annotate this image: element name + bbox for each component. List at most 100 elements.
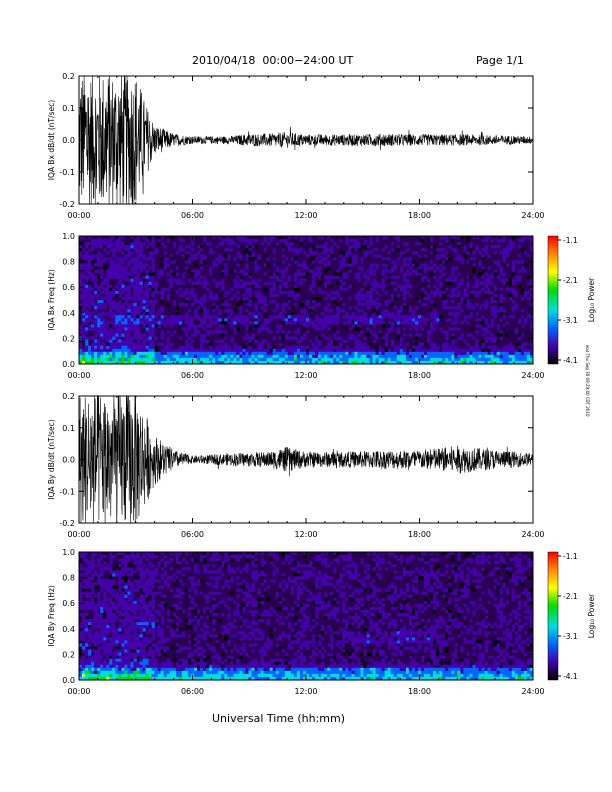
spectrogram-cell [200,658,204,662]
spectrogram-cell [457,272,461,276]
spectrogram-cell [142,351,146,356]
spectrogram-cell [100,619,104,623]
spectrogram-cell [100,269,104,273]
spectrogram-cell [191,303,195,307]
spectrogram-cell [203,664,207,669]
spectrogram-cell [133,330,137,334]
spectrogram-cell [145,315,149,319]
spectrogram-cell [88,567,92,571]
spectrogram-cell [469,345,473,349]
spectrogram-cell [430,290,434,295]
spectrogram-cell [145,673,149,678]
spectrogram-cell [118,613,122,617]
spectrogram-cell [109,348,113,353]
spectrogram-cell [372,361,376,365]
spectrogram-cell [306,348,310,353]
spectrogram-cell [203,297,207,301]
spectrogram-cell [166,239,171,243]
spectrogram-cell [118,303,122,307]
spectrogram-cell [109,345,113,349]
spectrogram-cell [206,582,210,586]
spectrogram-cell [496,309,500,313]
spectrogram-cell [145,622,149,626]
spectrogram-cell [239,664,243,669]
spectrogram-cell [296,327,301,331]
spectrogram-cell [402,272,407,276]
spectrogram-cell [221,643,225,647]
spectrogram-cell [109,640,113,644]
spectrogram-cell [396,345,401,349]
spectrogram-cell [299,354,304,359]
spectrogram-cell [97,245,101,249]
spectrogram-cell [103,561,107,565]
spectrogram-cell [469,242,473,246]
spectrogram-cell [118,567,122,571]
spectrogram-cell [121,576,125,580]
spectrogram-cell [139,306,143,310]
spectrogram-cell [169,588,174,592]
spectrogram-cell [175,318,180,322]
spectrogram-cell [127,297,131,301]
spectrogram-cell [248,303,252,307]
spectrogram-cell [106,361,110,365]
spectrogram-cell [215,245,219,249]
spectrogram-cell [118,552,122,556]
spectrogram-cell [200,661,204,665]
spectrogram-cell [227,579,231,583]
spectrogram-cell [148,300,152,304]
spectrogram-cell [112,321,116,325]
spectrogram-cell [191,290,195,295]
spectrogram-cell [145,625,149,629]
spectrogram-cell [333,257,337,261]
spectrogram-cell [442,260,446,264]
spectrogram-cell [318,260,322,264]
spectrogram-cell [203,300,207,304]
spectrogram-cell [415,251,419,255]
spectrogram-cell [106,242,110,246]
spectrogram-cell [133,652,137,656]
spectrogram-cell [499,336,503,340]
spectrogram-cell [514,330,519,334]
spectrogram-cell [454,275,458,279]
spectrogram-cell [430,330,434,334]
spectrogram-cell [148,564,152,568]
spectrogram-cell [139,342,143,346]
spectrogram-cell [97,300,101,304]
spectrogram-cell [348,269,352,273]
spectrogram-cell [115,315,119,319]
spectrogram-cell [82,622,86,626]
spectrogram-cell [130,594,134,598]
spectrogram-cell [451,339,455,343]
spectrogram-cell [315,257,319,261]
spectrogram-cell [100,357,104,362]
spectrogram-cell [448,275,452,279]
spectrogram-cell [303,260,307,264]
spectrogram-cell [233,643,237,647]
spectrogram-cell [239,306,243,310]
spectrogram-cell [230,336,234,340]
spectrogram-cell [203,667,207,672]
spectrogram-cell [224,321,228,325]
spectrogram-cell [436,354,440,359]
spectrogram-cell [169,606,174,611]
spectrogram-cell [82,281,86,285]
spectrogram-cell [142,652,146,656]
spectrogram-cell [200,670,204,675]
spectrogram-cell [384,263,388,267]
spectrogram-cell [299,321,304,325]
spectrogram-cell [139,361,143,365]
spectrogram-cell [369,263,373,267]
spectrogram-cell [169,646,174,650]
spectrogram-cell [236,357,240,362]
spectrogram-cell [363,303,367,307]
spectrogram-cell [184,251,189,255]
spectrogram-cell [200,321,204,325]
spectrogram-cell [91,278,95,282]
spectrogram-cell [194,272,198,276]
spectrogram-cell [330,339,334,343]
spectrogram-cell [390,342,394,346]
spectrogram-cell [520,297,525,301]
spectrogram-cell [142,649,146,653]
spectrogram-cell [321,348,325,353]
spectrogram-cell [103,333,107,337]
